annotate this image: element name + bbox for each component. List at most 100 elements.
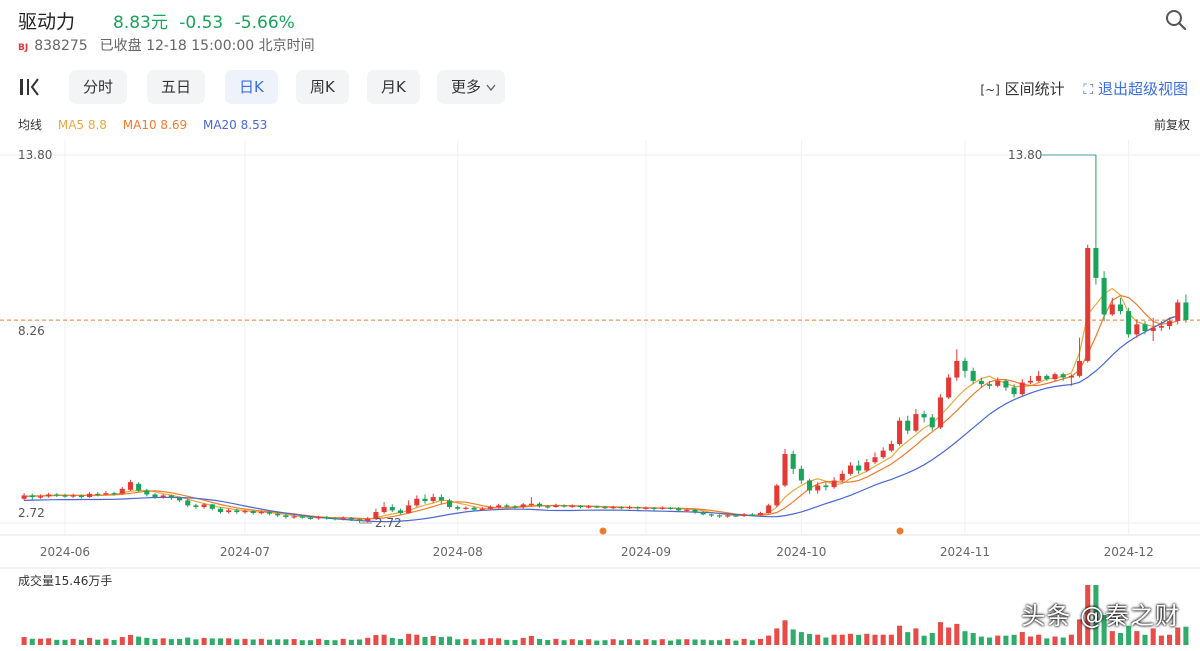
candle <box>798 468 804 481</box>
candle <box>569 505 575 507</box>
candle <box>1093 247 1099 278</box>
volume-bar <box>267 639 273 645</box>
candle <box>1068 375 1074 378</box>
volume-bar <box>307 640 313 645</box>
volume-bar <box>193 639 199 645</box>
volume-bar <box>209 638 215 645</box>
candle <box>496 505 502 508</box>
volume-bar <box>888 634 894 645</box>
candle <box>299 516 305 518</box>
candle <box>1117 304 1123 312</box>
tab-five-day[interactable]: 五日 <box>147 70 206 104</box>
tab-daily-k[interactable]: 日K <box>225 70 278 104</box>
volume-bar <box>692 639 698 645</box>
volume-bar <box>1134 631 1140 645</box>
candle <box>275 513 281 516</box>
volume-bar <box>610 639 616 645</box>
volume-bar <box>856 634 862 645</box>
candle <box>103 493 109 495</box>
watermark: 头条 @秦之财 <box>1021 602 1180 630</box>
volume-bar <box>1109 631 1115 645</box>
candle <box>422 498 428 502</box>
stock-header: 驱动力 8.83元 -0.53 -5.66% BJ 838275 已收盘 12-18… <box>0 0 1200 60</box>
interval-stats-label: 区间统计 <box>1004 80 1065 98</box>
volume-bar <box>627 639 633 645</box>
volume-label: 成交量15.46万手 <box>18 574 113 588</box>
search-icon[interactable] <box>1164 8 1188 32</box>
volume-bar <box>1085 585 1091 645</box>
volume-bar <box>324 640 330 645</box>
volume-bar <box>602 640 608 645</box>
volume-bar <box>667 640 673 645</box>
candle <box>618 507 624 509</box>
candle <box>684 509 690 511</box>
candles <box>21 155 1189 523</box>
volume-bar <box>373 635 379 645</box>
candle <box>667 507 673 509</box>
stock-code: 838275 <box>34 38 88 54</box>
volume-bar <box>847 633 853 645</box>
volume-bar <box>766 635 772 645</box>
interval-stats-link[interactable]: [~] 区间统计 <box>980 80 1064 98</box>
candle <box>414 498 420 506</box>
kline-chart[interactable]: 2024-06 2024-07 2024-08 2024-09 2024-10 2024-… <box>0 140 1200 651</box>
candle <box>635 507 641 509</box>
x-tick-label: 2024-06 <box>40 545 90 559</box>
volume-bar <box>700 639 706 645</box>
trade-status: 已收盘 12-18 15:00:00 北京时间 <box>99 38 315 54</box>
tab-intraday[interactable]: 分时 <box>69 70 128 104</box>
candle <box>717 515 723 517</box>
candle <box>815 485 821 491</box>
candle <box>152 494 158 498</box>
volume-bar <box>946 627 952 645</box>
candle <box>21 495 27 499</box>
candle <box>209 504 215 509</box>
candle <box>643 507 649 509</box>
x-tick-label: 2024-07 <box>220 545 270 559</box>
candle <box>888 443 894 451</box>
candle <box>1101 277 1107 315</box>
candle <box>962 360 968 371</box>
kline-icon[interactable] <box>18 76 42 98</box>
candle <box>1060 374 1066 378</box>
candle <box>1011 387 1017 395</box>
volume-bar <box>471 639 477 645</box>
candle <box>348 517 354 520</box>
exit-super-view-link[interactable]: ⛶ 退出超级视图 <box>1083 80 1188 98</box>
volume-bar <box>365 637 371 645</box>
volume-bar <box>87 637 93 645</box>
candle <box>577 505 583 508</box>
candle <box>733 515 739 517</box>
volume-bar <box>864 633 870 645</box>
exit-super-view-label: 退出超级视图 <box>1097 80 1188 98</box>
candle <box>168 495 174 498</box>
candle <box>1036 375 1042 381</box>
candle <box>242 511 248 513</box>
volume-bar <box>790 629 796 645</box>
candle <box>267 512 273 514</box>
adjust-mode[interactable]: 前复权 <box>1153 118 1190 132</box>
volume-bar <box>111 640 117 645</box>
candle <box>258 512 264 514</box>
volume-bar <box>152 638 158 645</box>
volume-bar <box>839 634 845 645</box>
tab-weekly-k[interactable]: 周K <box>296 70 349 104</box>
tab-monthly-k[interactable]: 月K <box>367 70 420 104</box>
candle <box>1158 326 1164 328</box>
volume-bar <box>774 628 780 645</box>
candle <box>946 377 952 398</box>
volume-bar <box>1052 636 1058 645</box>
volume-bar <box>676 639 682 645</box>
y-tick-label: 2.72 <box>18 506 45 520</box>
volume-bar <box>913 628 919 645</box>
volume-bar <box>798 632 804 645</box>
volume-bar <box>684 639 690 645</box>
ma10-value: MA10 8.69 <box>122 118 188 132</box>
tab-more[interactable]: 更多 <box>437 70 506 104</box>
x-tick-label: 2024-08 <box>433 545 483 559</box>
volume-bar <box>250 639 256 645</box>
candle <box>119 488 125 494</box>
candle <box>455 507 461 509</box>
candle <box>447 500 453 508</box>
candle <box>29 495 35 498</box>
